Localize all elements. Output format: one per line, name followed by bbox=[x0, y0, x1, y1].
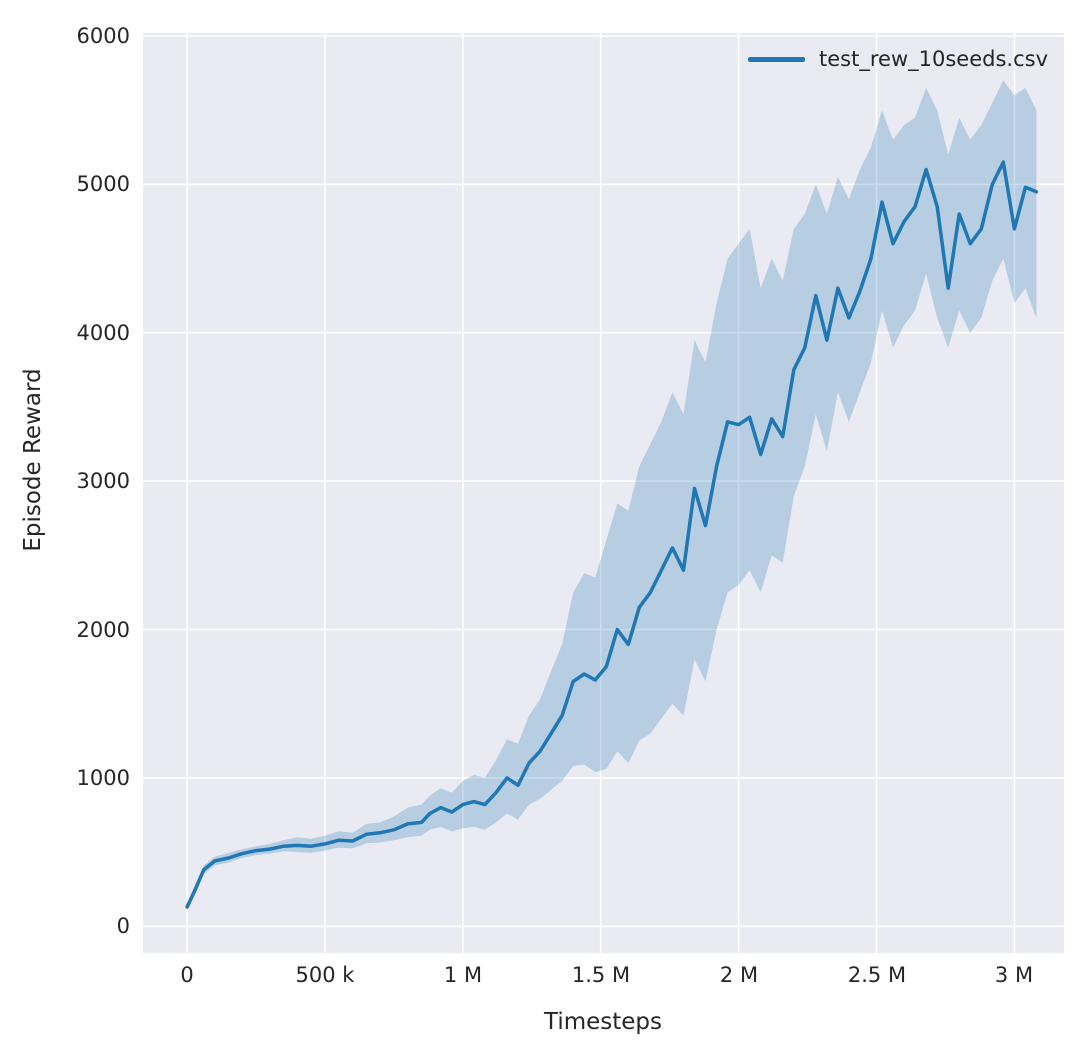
x-tick-label: 0 bbox=[180, 963, 194, 987]
y-tick-label: 2000 bbox=[76, 618, 130, 642]
x-tick-label: 1.5 M bbox=[571, 963, 631, 987]
legend-line-swatch bbox=[748, 57, 806, 62]
legend: test_rew_10seeds.csv bbox=[748, 49, 1048, 70]
x-tick-label: 3 M bbox=[994, 963, 1034, 987]
x-tick-label: 1 M bbox=[443, 963, 483, 987]
y-axis-label: Episode Reward bbox=[20, 368, 46, 552]
x-tick-label: 2.5 M bbox=[847, 963, 907, 987]
y-tick-label: 5000 bbox=[76, 172, 130, 196]
y-tick-label: 3000 bbox=[76, 469, 130, 493]
y-tick-label: 4000 bbox=[76, 321, 130, 345]
y-tick-label: 0 bbox=[116, 914, 130, 938]
chart-canvas bbox=[143, 33, 1064, 953]
y-tick-label: 6000 bbox=[76, 24, 130, 48]
legend-label: test_rew_10seeds.csv bbox=[819, 47, 1048, 71]
x-tick-label: 2 M bbox=[719, 963, 759, 987]
y-tick-label: 1000 bbox=[76, 766, 130, 790]
x-axis-label: Timesteps bbox=[543, 1009, 663, 1035]
plot-area: test_rew_10seeds.csv bbox=[143, 33, 1064, 953]
x-tick-label: 500 k bbox=[295, 963, 355, 987]
